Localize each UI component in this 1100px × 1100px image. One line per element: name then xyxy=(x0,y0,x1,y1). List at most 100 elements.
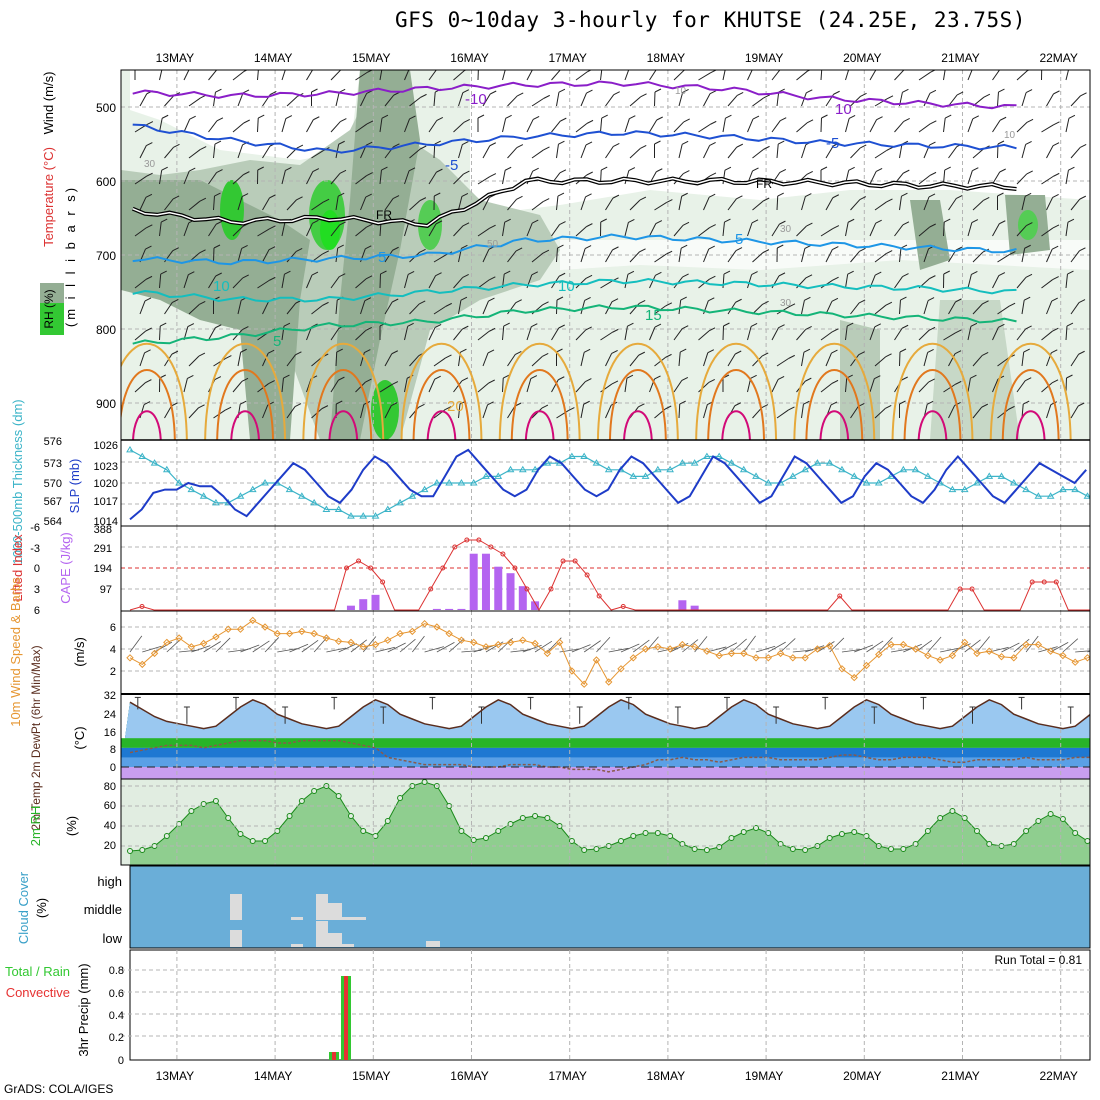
wind-barb xyxy=(751,219,759,224)
wind-barb xyxy=(654,375,661,380)
wind-barb xyxy=(903,169,910,174)
wind-barb xyxy=(144,349,151,354)
wind-barb xyxy=(736,195,743,200)
wind-barb xyxy=(428,171,437,185)
wind-barb xyxy=(724,166,732,171)
wind10m-barb xyxy=(448,638,465,653)
wind-barb xyxy=(796,225,807,237)
temp2m-unit: (°C) xyxy=(72,726,87,749)
wind-barb xyxy=(159,274,162,289)
cloud-level-high: high xyxy=(97,874,122,889)
rh2m-marker xyxy=(826,835,833,841)
wind-barb xyxy=(453,70,465,81)
wind-barb xyxy=(575,226,587,237)
wind-barb xyxy=(665,250,673,255)
date-label-bottom: 16MAY xyxy=(450,1069,488,1083)
wind-barb xyxy=(294,403,302,407)
li-tick: -6 xyxy=(30,522,40,534)
wind-barb xyxy=(145,193,153,198)
wind-barb xyxy=(930,120,937,125)
wind-barb xyxy=(503,322,510,327)
wind-barb xyxy=(199,146,207,151)
wind-barb xyxy=(232,225,244,237)
wind-speed-marker xyxy=(1010,654,1018,662)
wind-barb xyxy=(709,141,716,146)
wind-barb xyxy=(698,382,710,393)
wind-barb xyxy=(727,250,737,263)
rh-tick: 80 xyxy=(104,781,116,793)
wind-barb xyxy=(237,144,244,159)
wind-speed-marker xyxy=(371,640,380,649)
wind-barb xyxy=(531,271,539,276)
wind-barb xyxy=(801,144,807,159)
wind-barb xyxy=(139,300,146,315)
wind-barb xyxy=(561,66,567,69)
wind-barb xyxy=(532,115,540,120)
rh-moist-region xyxy=(121,180,310,440)
wind-barb xyxy=(257,228,270,237)
wind-barb xyxy=(698,278,710,289)
wind-barb xyxy=(335,351,338,367)
wind-speed-marker xyxy=(678,640,687,649)
li-tick: -3 xyxy=(30,543,40,555)
wind-barb xyxy=(630,64,636,67)
wind-barb xyxy=(172,247,179,252)
wind-barb xyxy=(1080,92,1087,97)
wind-barb xyxy=(679,348,687,353)
rh2m-marker xyxy=(421,779,428,785)
wind-barb xyxy=(698,227,710,237)
cape-bar xyxy=(371,594,380,610)
lifted-index-marker xyxy=(957,586,963,592)
wind-barb xyxy=(874,253,887,263)
wind-barb xyxy=(875,271,882,276)
wind-barb xyxy=(187,323,195,327)
wind-barb xyxy=(845,326,848,341)
wind-barb xyxy=(820,70,823,81)
wind-barb xyxy=(709,275,716,280)
wind-barb xyxy=(188,97,201,107)
wind-barb xyxy=(805,325,812,330)
wind-barb xyxy=(929,141,936,146)
wind-barb xyxy=(433,143,436,159)
wind-barb xyxy=(956,194,963,199)
wind-barb xyxy=(1095,324,1100,327)
wind-barb xyxy=(955,329,962,334)
wind-barb xyxy=(640,93,647,98)
temperature-contour xyxy=(216,369,274,440)
date-label-bottom: 21MAY xyxy=(941,1069,979,1083)
thickness-marker xyxy=(690,459,699,466)
wind-barb xyxy=(832,246,839,250)
wind-barb xyxy=(213,144,216,159)
wind10m-barb xyxy=(1001,642,1020,653)
wind-barb xyxy=(944,114,952,119)
lifted-index-marker xyxy=(368,565,374,571)
wind-barb xyxy=(489,224,496,229)
thickness-marker xyxy=(838,465,846,473)
wind-barb xyxy=(903,117,910,122)
wind10m-barb xyxy=(633,639,650,653)
wind-barb xyxy=(850,199,861,211)
wind-barb xyxy=(355,278,367,289)
wind-barb xyxy=(531,356,543,367)
wind-barb xyxy=(1051,297,1058,302)
temperature-contour xyxy=(230,410,260,440)
wind-barb xyxy=(461,192,469,197)
wind-tick: 4 xyxy=(110,644,116,656)
wind-barb xyxy=(899,248,902,263)
wind-barb xyxy=(967,378,971,393)
wind-barb xyxy=(404,378,408,393)
wind-barb xyxy=(707,349,715,354)
wind-barb xyxy=(515,299,522,304)
wind-barb xyxy=(763,94,771,99)
wind-barb xyxy=(330,172,341,185)
wind-barb xyxy=(237,248,243,263)
wind-barb xyxy=(146,172,153,177)
wind10m-barb xyxy=(608,647,629,653)
wind-barb xyxy=(281,274,285,289)
wind-barb xyxy=(462,141,469,145)
temp2m-panel: 32 24 16 8 0 2m Temp 2m DewPt (6hr Min/M… xyxy=(29,645,1090,831)
wind-barb xyxy=(1070,95,1081,107)
wind-barb xyxy=(997,192,1004,197)
wind-barb xyxy=(1091,171,1096,184)
wind10m-barb xyxy=(964,639,981,653)
